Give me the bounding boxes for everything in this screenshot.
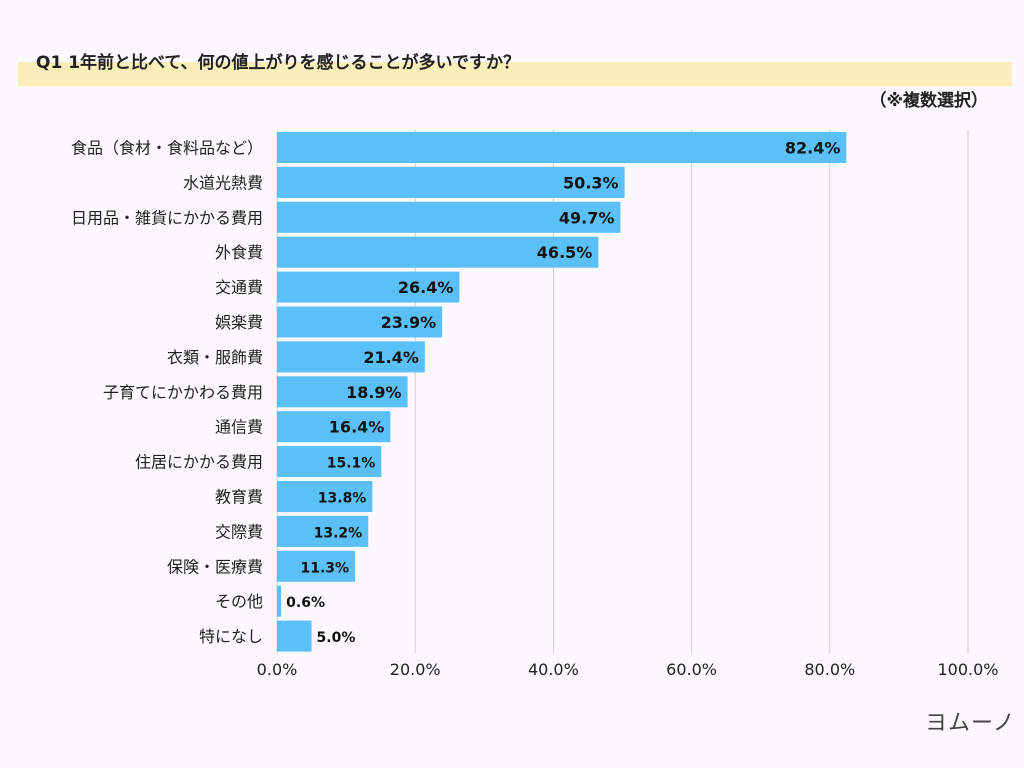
- x-tick-label: 20.0%: [390, 660, 441, 679]
- bar: [277, 376, 408, 408]
- category-label: 日用品・雑貨にかかる費用: [71, 208, 263, 227]
- bar: [277, 620, 312, 652]
- yomuno-logo: ヨムーノ: [925, 711, 1016, 736]
- bar: [277, 341, 425, 373]
- data-label: 13.8%: [318, 491, 367, 507]
- category-label: 特になし: [199, 627, 263, 646]
- x-tick-label: 0.0%: [257, 660, 298, 679]
- x-tick-label: 80.0%: [804, 660, 855, 679]
- data-label: 21.4%: [363, 348, 419, 367]
- category-label: 交際費: [215, 522, 263, 541]
- category-label: 子育てにかかわる費用: [103, 383, 263, 402]
- category-label: 水道光熱費: [183, 173, 263, 192]
- data-label: 0.6%: [286, 595, 325, 611]
- bar: [277, 271, 460, 303]
- data-label: 15.1%: [327, 456, 376, 472]
- bar: [277, 236, 599, 268]
- x-tick-label: 60.0%: [666, 660, 717, 679]
- category-label: 外食費: [215, 243, 263, 262]
- data-label: 82.4%: [785, 139, 841, 158]
- category-label: 食品（食材・食料品など）: [71, 139, 263, 158]
- data-label: 13.2%: [314, 525, 363, 541]
- multiple-choice-note: （※複数選択）: [869, 91, 988, 111]
- x-tick-label: 100.0%: [937, 660, 998, 679]
- bar: [277, 515, 369, 547]
- data-label: 18.9%: [346, 383, 402, 402]
- bar: [277, 166, 625, 198]
- category-label: 交通費: [215, 278, 263, 297]
- bar: [277, 306, 443, 338]
- bar: [277, 481, 373, 512]
- bar: [277, 201, 621, 233]
- data-label: 23.9%: [381, 313, 437, 332]
- bar: [277, 446, 382, 478]
- bar: [277, 585, 282, 617]
- category-label: 娯楽費: [215, 313, 263, 332]
- data-label: 49.7%: [559, 208, 615, 227]
- category-label: 教育費: [215, 488, 263, 507]
- bar: [277, 411, 391, 443]
- category-label: 保険・医療費: [167, 557, 263, 576]
- data-label: 46.5%: [537, 243, 593, 262]
- x-tick-label: 40.0%: [528, 660, 579, 679]
- category-label: その他: [215, 592, 263, 611]
- data-label: 26.4%: [398, 278, 454, 297]
- category-label: 衣類・服飾費: [167, 348, 263, 367]
- category-label: 通信費: [215, 418, 263, 437]
- data-label: 11.3%: [301, 560, 350, 576]
- bar: [277, 132, 847, 163]
- data-label: 50.3%: [563, 173, 619, 192]
- data-label: 16.4%: [329, 418, 385, 437]
- title-highlight: [18, 62, 1012, 86]
- data-label: 5.0%: [317, 630, 356, 646]
- category-label: 住居にかかる費用: [135, 453, 263, 472]
- chart-title: Q1 1年前と比べて、何の値上がりを感じることが多いですか？: [36, 53, 520, 73]
- bar: [277, 550, 356, 582]
